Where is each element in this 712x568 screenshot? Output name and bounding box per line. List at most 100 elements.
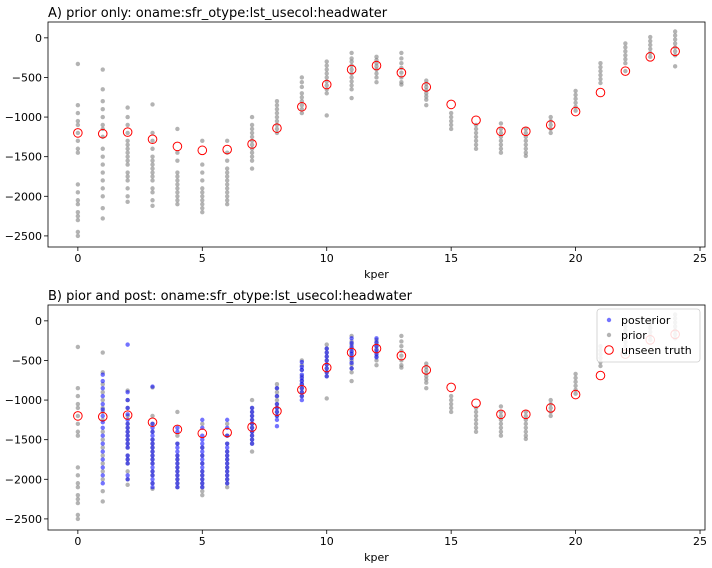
posterior-point — [299, 375, 305, 381]
prior-point — [473, 421, 479, 427]
posterior-point — [150, 437, 155, 442]
truth-marker — [496, 409, 506, 420]
prior-point — [150, 174, 155, 179]
x-axis-label: kper — [364, 551, 389, 564]
prior-series — [75, 29, 678, 239]
prior-point — [399, 343, 404, 349]
prior-point — [448, 401, 454, 407]
prior-point — [224, 186, 230, 191]
posterior-point — [125, 445, 130, 450]
posterior-point — [175, 485, 180, 490]
prior-point — [100, 350, 105, 355]
prior-point — [100, 99, 105, 104]
prior-point — [299, 84, 305, 90]
prior-point — [448, 126, 454, 132]
prior-point — [548, 413, 553, 419]
posterior-point — [224, 453, 230, 458]
prior-point — [75, 61, 81, 67]
prior-point — [623, 45, 628, 50]
prior-point — [374, 64, 379, 69]
posterior-point — [125, 342, 130, 347]
prior-point — [424, 84, 429, 90]
prior-point — [324, 59, 329, 64]
y-tick-label: −1000 — [5, 394, 42, 407]
prior-point — [399, 353, 404, 358]
posterior-point — [274, 385, 280, 391]
posterior-point — [274, 393, 280, 399]
prior-point — [249, 126, 255, 132]
prior-point — [75, 421, 81, 427]
posterior-point — [249, 417, 255, 423]
panel-a: A) prior only: oname:sfr_otype:lst_useco… — [5, 6, 707, 281]
posterior-point — [100, 433, 105, 438]
prior-point — [498, 142, 504, 147]
posterior-point — [150, 473, 155, 478]
posterior-point — [299, 389, 305, 395]
prior-point — [424, 374, 429, 379]
y-tick-label: −1500 — [5, 151, 42, 164]
prior-point — [573, 375, 578, 381]
prior-point — [125, 105, 130, 110]
prior-point — [324, 342, 329, 347]
prior-point — [498, 421, 504, 427]
prior-point — [249, 158, 255, 163]
truth-marker — [321, 79, 332, 90]
prior-point — [498, 429, 504, 434]
posterior-series — [100, 336, 379, 490]
prior-point — [175, 433, 180, 438]
prior-point — [399, 365, 404, 370]
posterior-point — [150, 477, 155, 482]
prior-point — [75, 190, 81, 195]
posterior-point — [125, 397, 130, 403]
prior-point — [573, 391, 578, 396]
axes-frame — [47, 304, 706, 531]
posterior-point — [224, 465, 230, 470]
truth-marker — [521, 126, 531, 137]
truth-marker — [521, 409, 531, 420]
legend-marker — [606, 332, 612, 338]
prior-point — [125, 199, 130, 205]
posterior-point — [100, 393, 105, 399]
posterior-point — [150, 441, 155, 446]
prior-point — [374, 71, 379, 76]
prior-point — [473, 425, 479, 430]
prior-point — [75, 492, 81, 498]
prior-point — [125, 154, 130, 159]
prior-point — [75, 401, 81, 407]
posterior-point — [299, 393, 305, 399]
prior-point — [75, 182, 81, 187]
posterior-point — [175, 449, 180, 454]
prior-point — [299, 106, 305, 112]
prior-point — [274, 126, 280, 132]
posterior-point — [100, 473, 105, 478]
truth-marker — [545, 120, 556, 130]
prior-point — [349, 67, 354, 72]
prior-point — [100, 461, 105, 466]
prior-point — [473, 146, 479, 151]
prior-point — [299, 80, 305, 85]
truth-marker — [396, 67, 407, 78]
prior-point — [473, 429, 479, 434]
prior-point — [523, 409, 529, 415]
prior-point — [175, 182, 180, 187]
prior-point — [125, 482, 130, 488]
prior-point — [249, 166, 255, 171]
chart-title: B) pior and post: oname:sfr_otype:lst_us… — [48, 289, 413, 304]
truth-marker — [670, 46, 680, 57]
prior-point — [374, 75, 379, 80]
prior-point — [299, 110, 305, 116]
posterior-point — [175, 445, 180, 450]
posterior-point — [125, 441, 130, 446]
prior-point — [523, 425, 529, 430]
prior-point — [672, 49, 678, 54]
posterior-point — [224, 457, 230, 462]
prior-point — [349, 79, 354, 84]
posterior-point — [374, 336, 379, 341]
truth-marker — [371, 343, 382, 354]
prior-point — [523, 146, 529, 151]
prior-point — [498, 146, 504, 151]
prior-point — [448, 393, 454, 399]
prior-point — [573, 92, 578, 98]
truth-marker — [222, 427, 232, 438]
prior-point — [473, 134, 479, 140]
